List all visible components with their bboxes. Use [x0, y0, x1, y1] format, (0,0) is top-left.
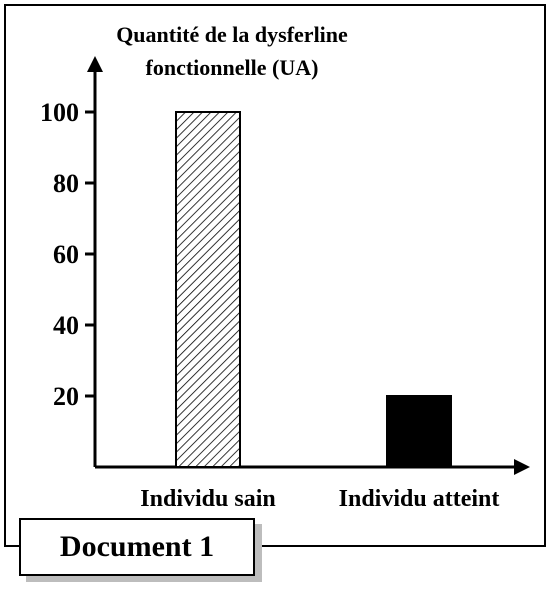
y-axis-arrowhead — [87, 56, 103, 72]
y-tick-label: 100 — [40, 98, 79, 127]
y-tick-label: 20 — [53, 382, 79, 411]
y-tick-label: 60 — [53, 240, 79, 269]
y-tick-label: 80 — [53, 169, 79, 198]
document-caption: Document 1 — [19, 518, 255, 576]
category-labels: Individu sain Individu atteint — [140, 486, 499, 512]
axes — [87, 56, 530, 475]
bar — [386, 395, 452, 468]
category-label: Individu sain — [140, 486, 275, 512]
bar — [175, 111, 241, 468]
bars — [175, 111, 452, 468]
x-axis-arrowhead — [514, 459, 530, 475]
category-label: Individu atteint — [339, 486, 500, 512]
y-axis-label-line-2: fonctionnelle (UA) — [146, 55, 319, 80]
y-ticks: 20 40 60 80 100 — [40, 98, 95, 411]
y-tick-label: 40 — [53, 311, 79, 340]
y-axis-label-line-1: Quantité de la dysferline — [116, 22, 348, 47]
